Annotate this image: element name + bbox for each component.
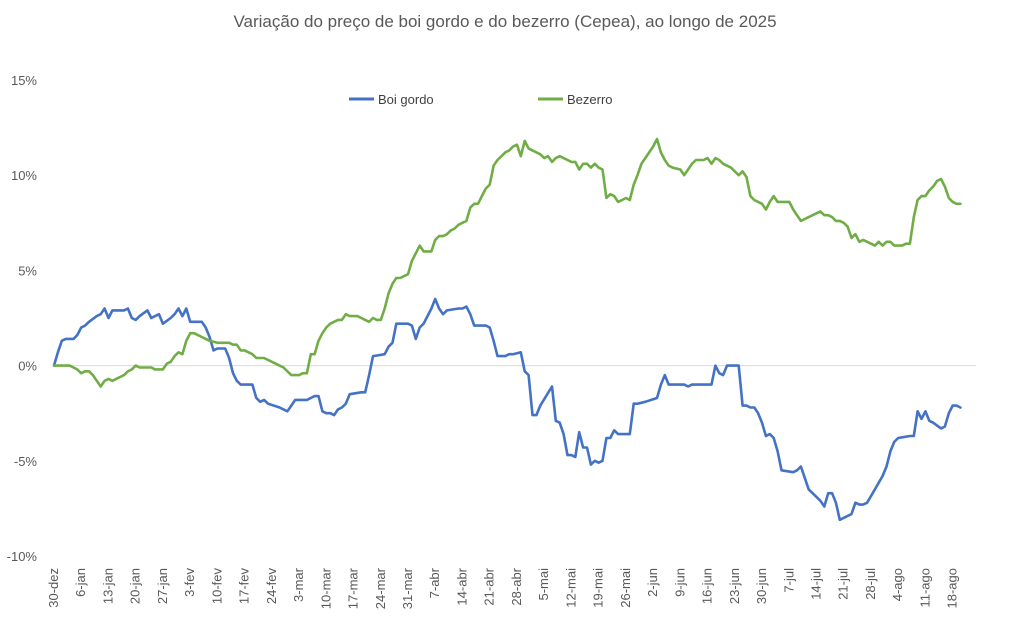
x-tick-label: 26-mai	[618, 568, 633, 608]
y-tick-label: 0%	[18, 359, 37, 374]
x-tick-label: 17-mar	[346, 567, 361, 609]
x-tick-label: 9-jun	[672, 568, 687, 597]
x-tick-label: 11-ago	[917, 568, 932, 608]
x-tick-label: 10-mar	[318, 567, 333, 609]
x-tick-label: 19-mai	[591, 568, 606, 608]
x-tick-label: 24-mar	[373, 567, 388, 609]
x-axis: 30-dez 6-jan 13-jan 20-jan 27-jan 3-fev 10-fev…	[46, 567, 960, 609]
x-tick-label: 18-ago	[945, 568, 960, 608]
legend-label-boi-gordo: Boi gordo	[378, 92, 434, 107]
x-tick-label: 5-mai	[536, 568, 551, 601]
x-tick-label: 3-fev	[182, 568, 197, 597]
x-tick-label: 17-fev	[237, 568, 252, 605]
x-tick-label: 30-dez	[46, 568, 61, 608]
x-tick-label: 7-jul	[781, 568, 796, 593]
y-tick-label: -5%	[14, 454, 38, 469]
x-tick-label: 4-ago	[890, 568, 905, 601]
x-tick-label: 21-jul	[836, 568, 851, 600]
x-tick-label: 30-jun	[754, 568, 769, 604]
y-tick-label: -10%	[7, 549, 38, 564]
legend-label-bezerro: Bezerro	[567, 92, 613, 107]
y-tick-label: 15%	[11, 73, 37, 88]
y-tick-label: 10%	[11, 168, 37, 183]
x-tick-label: 13-jan	[100, 568, 115, 604]
y-tick-label: 5%	[18, 263, 37, 278]
x-tick-label: 14-jul	[808, 568, 823, 600]
chart-title: Variação do preço de boi gordo e do beze…	[233, 12, 776, 31]
x-tick-label: 20-jan	[128, 568, 143, 604]
x-tick-label: 23-jun	[727, 568, 742, 604]
series-line-bezerro	[52, 137, 962, 388]
series-line-boi-gordo	[52, 297, 962, 522]
x-tick-label: 28-abr	[509, 567, 524, 605]
x-tick-label: 24-fev	[264, 568, 279, 605]
x-tick-label: 28-jul	[863, 568, 878, 600]
legend: Boi gordo Bezerro	[349, 92, 613, 107]
x-tick-label: 7-abr	[427, 567, 442, 598]
series-group	[52, 137, 962, 522]
x-tick-label: 31-mar	[400, 567, 415, 609]
x-tick-label: 10-fev	[209, 568, 224, 605]
x-tick-label: 6-jan	[73, 568, 88, 597]
x-tick-label: 16-jun	[700, 568, 715, 604]
x-tick-label: 27-jan	[155, 568, 170, 604]
x-tick-label: 3-mar	[291, 567, 306, 602]
x-tick-label: 21-abr	[482, 567, 497, 605]
y-axis: -10% -5% 0% 5% 10% 15%	[7, 73, 38, 564]
x-tick-label: 2-jun	[645, 568, 660, 597]
x-tick-label: 12-mai	[563, 568, 578, 608]
x-tick-label: 14-abr	[454, 567, 469, 605]
